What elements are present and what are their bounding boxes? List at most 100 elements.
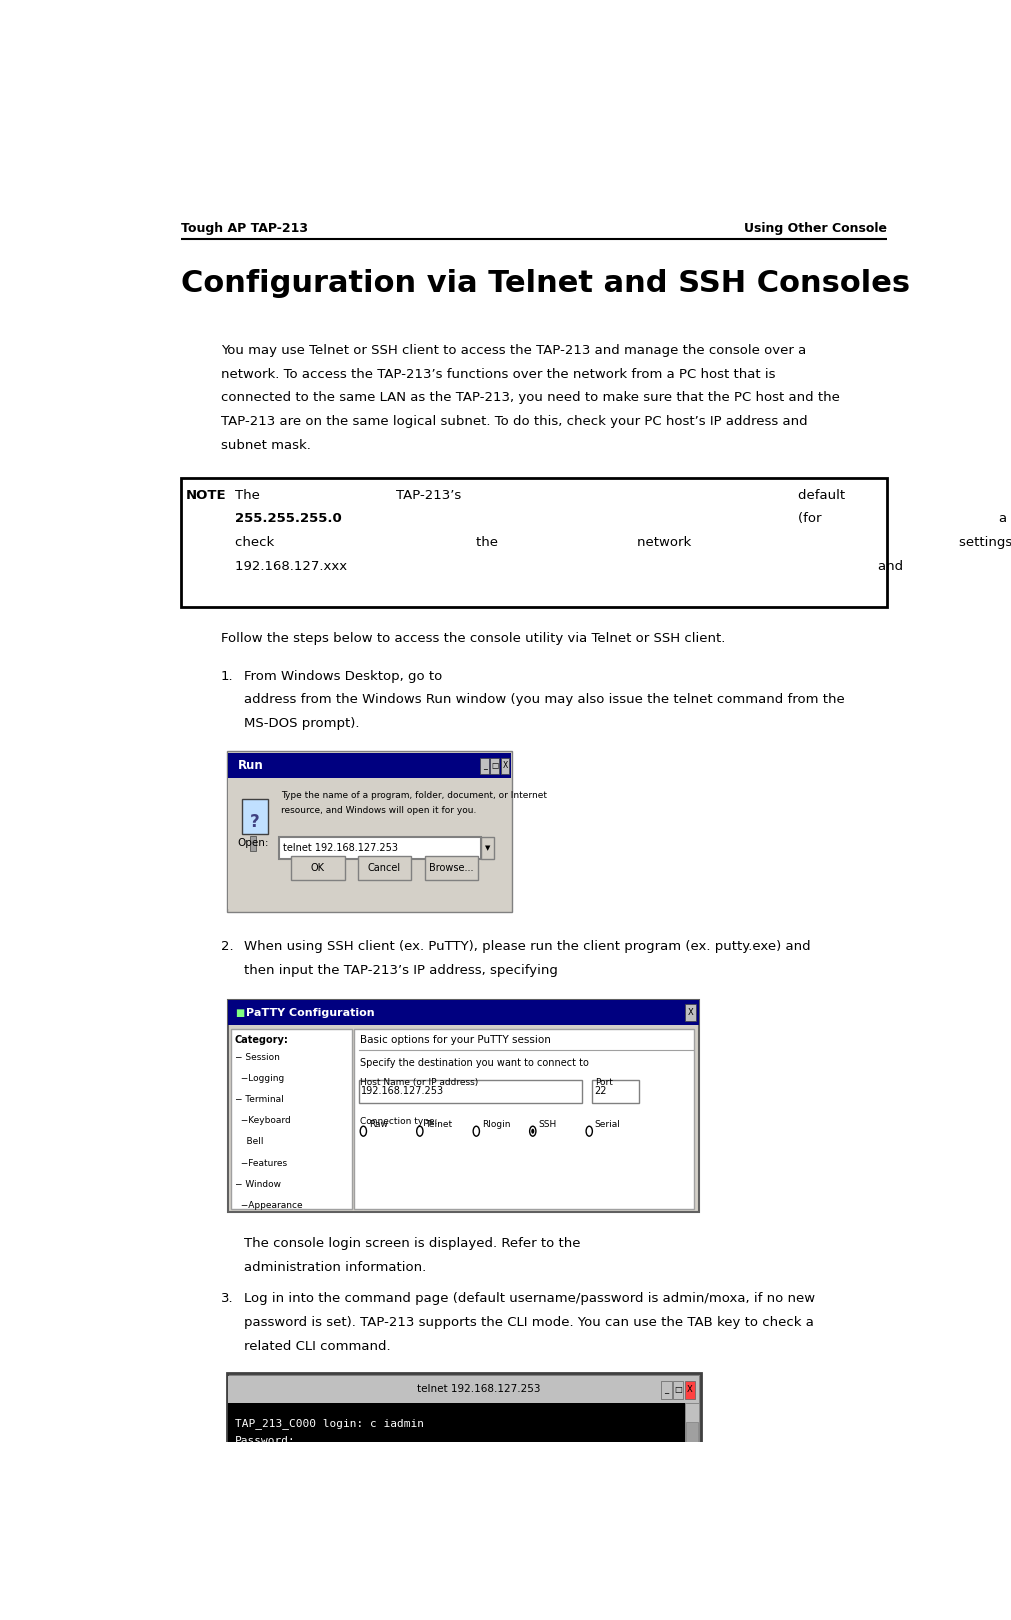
Text: −Keyboard: −Keyboard <box>235 1116 290 1126</box>
Text: Open:: Open: <box>238 838 269 847</box>
Text: TAP_213_C000 login: c iadmin: TAP_213_C000 login: c iadmin <box>235 1418 424 1429</box>
Text: 5-4: 5-4 <box>507 1411 530 1424</box>
Text: TAP-213 are on the same logical subnet. To do this, check your PC host’s IP addr: TAP-213 are on the same logical subnet. … <box>220 415 807 428</box>
Text: Using Other Console: Using Other Console <box>743 222 887 235</box>
Text: ?: ? <box>250 813 260 831</box>
Text: Type the name of a program, folder, document, or Internet: Type the name of a program, folder, docu… <box>281 791 547 800</box>
Bar <box>226 1374 700 1620</box>
Bar <box>291 855 344 881</box>
Text: 22: 22 <box>593 1087 606 1097</box>
Text: subnet mask.: subnet mask. <box>220 439 310 452</box>
Text: −Logging: −Logging <box>235 1074 284 1082</box>
Text: the: the <box>475 536 501 549</box>
Text: MS-DOS prompt).: MS-DOS prompt). <box>244 718 359 731</box>
Bar <box>228 1000 699 1025</box>
Text: Rlogin: Rlogin <box>481 1121 510 1129</box>
Text: Basic options for your PuTTY session: Basic options for your PuTTY session <box>360 1035 551 1045</box>
Bar <box>279 838 480 859</box>
Text: Configuration via Telnet and SSH Consoles: Configuration via Telnet and SSH Console… <box>181 269 910 298</box>
Text: Serial: Serial <box>594 1121 620 1129</box>
Bar <box>228 1000 699 1212</box>
Text: Tough AP TAP-213: Tough AP TAP-213 <box>181 222 308 235</box>
Text: X: X <box>501 761 508 770</box>
Text: When using SSH client (ex. PuTTY), please run the client program (ex. putty.exe): When using SSH client (ex. PuTTY), pleas… <box>244 940 810 953</box>
Text: ■: ■ <box>235 1008 244 1017</box>
Text: −Appearance: −Appearance <box>235 1200 302 1210</box>
Text: Connection type:: Connection type: <box>360 1118 438 1126</box>
Text: network. To access the TAP-213’s functions over the network from a PC host that : network. To access the TAP-213’s functio… <box>220 368 774 381</box>
Text: address from the Windows Run window (you may also issue the telnet command from : address from the Windows Run window (you… <box>244 693 844 706</box>
Text: Password:: Password: <box>235 1435 295 1445</box>
Bar <box>231 1029 352 1209</box>
Text: Host Name (or IP address): Host Name (or IP address) <box>360 1077 478 1087</box>
Text: Run: Run <box>238 760 263 773</box>
Text: password is set). TAP-213 supports the CLI mode. You can use the TAB key to chec: password is set). TAP-213 supports the C… <box>244 1315 813 1328</box>
Text: OK: OK <box>310 863 325 873</box>
Text: 255.255.255.0: 255.255.255.0 <box>235 512 346 525</box>
Text: You may use Telnet or SSH client to access the TAP-213 and manage the console ov: You may use Telnet or SSH client to acce… <box>220 343 805 356</box>
Bar <box>181 478 887 608</box>
Text: related CLI command.: related CLI command. <box>244 1340 390 1353</box>
Text: Telnet: Telnet <box>425 1121 452 1129</box>
Text: TAP-213’s: TAP-213’s <box>395 489 465 502</box>
Text: Browse...: Browse... <box>429 863 473 873</box>
Text: and: and <box>878 561 907 573</box>
Text: Cancel: Cancel <box>368 863 400 873</box>
Bar <box>661 1380 671 1400</box>
Text: ▼: ▼ <box>484 846 489 850</box>
Bar <box>684 1004 696 1022</box>
Text: − Session: − Session <box>235 1053 279 1061</box>
Text: resource, and Windows will open it for you.: resource, and Windows will open it for y… <box>281 805 476 815</box>
Bar <box>228 1375 699 1403</box>
Text: X: X <box>686 1008 693 1017</box>
Bar <box>242 799 267 834</box>
Text: Bell: Bell <box>235 1137 263 1147</box>
Text: PaTTY Configuration: PaTTY Configuration <box>246 1008 374 1017</box>
Text: telnet 192.168.127.253: telnet 192.168.127.253 <box>282 842 397 854</box>
Bar <box>228 778 511 909</box>
Text: network: network <box>637 536 695 549</box>
Bar <box>358 1081 581 1103</box>
Text: Specify the destination you want to connect to: Specify the destination you want to conn… <box>360 1058 588 1068</box>
Text: connected to the same LAN as the TAP-213, you need to make sure that the PC host: connected to the same LAN as the TAP-213… <box>220 392 839 405</box>
Bar <box>425 855 477 881</box>
Bar <box>684 1380 695 1400</box>
Text: 2.: 2. <box>220 940 233 953</box>
Bar <box>672 1380 682 1400</box>
Text: administration information.: administration information. <box>244 1260 426 1273</box>
Text: then input the TAP-213’s IP address, specifying: then input the TAP-213’s IP address, spe… <box>244 964 562 977</box>
Text: (for: (for <box>798 512 825 525</box>
Bar <box>354 1029 693 1209</box>
Text: Follow the steps below to access the console utility via Telnet or SSH client.: Follow the steps below to access the con… <box>220 632 724 645</box>
Text: Raw: Raw <box>368 1121 387 1129</box>
Text: − Terminal: − Terminal <box>235 1095 283 1103</box>
Text: − Window: − Window <box>235 1179 280 1189</box>
Bar <box>480 838 493 859</box>
Text: □: □ <box>673 1385 681 1393</box>
Text: 1.: 1. <box>220 669 233 682</box>
Text: 192.168.127.253: 192.168.127.253 <box>361 1087 444 1097</box>
Bar <box>500 758 509 774</box>
Text: SSH: SSH <box>538 1121 556 1129</box>
Text: NOTE: NOTE <box>186 489 226 502</box>
Bar <box>228 753 511 778</box>
Text: The console login screen is displayed. Refer to the: The console login screen is displayed. R… <box>244 1238 584 1251</box>
Bar <box>228 1403 684 1620</box>
Text: −Features: −Features <box>235 1158 286 1168</box>
Text: The: The <box>235 489 264 502</box>
Bar <box>591 1081 638 1103</box>
Text: □: □ <box>490 761 497 770</box>
Text: 3.: 3. <box>220 1293 233 1306</box>
Bar <box>684 1403 699 1620</box>
Bar <box>490 758 498 774</box>
Bar <box>250 836 256 851</box>
Text: settings: settings <box>958 536 1011 549</box>
Text: Category:: Category: <box>235 1035 288 1045</box>
Text: _: _ <box>663 1385 668 1393</box>
Bar <box>238 791 273 878</box>
Text: _: _ <box>482 761 486 770</box>
Text: telnet 192.168.127.253: telnet 192.168.127.253 <box>417 1385 540 1395</box>
Bar <box>480 758 488 774</box>
Circle shape <box>531 1129 534 1134</box>
Bar <box>226 750 512 912</box>
